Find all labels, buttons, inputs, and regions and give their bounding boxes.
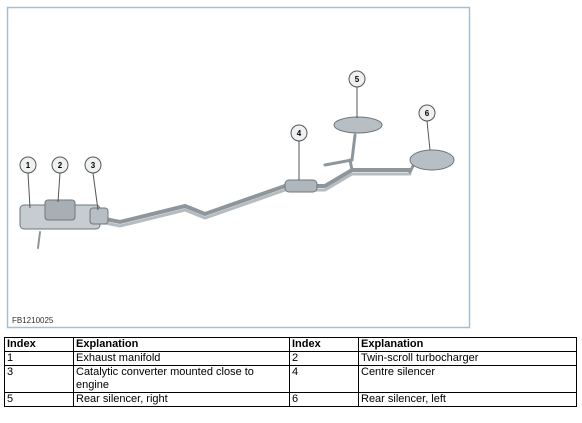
index-cell: 4 — [289, 365, 359, 393]
exhaust-drawing — [37, 133, 417, 249]
header-cell: Index — [289, 337, 359, 352]
table-body: 1 Exhaust manifold 2 Twin-scroll turbocharg… — [4, 351, 577, 407]
callout-circle — [348, 70, 366, 88]
callout-circle — [84, 156, 102, 174]
callout-number: 6 — [425, 109, 430, 118]
callout-number: 1 — [26, 161, 31, 170]
table-row: 1 Exhaust manifold 2 Twin-scroll turbocharg… — [4, 351, 577, 366]
callout-number: 4 — [297, 129, 302, 138]
header-cell: Explanation — [358, 337, 577, 352]
leader-lines — [27, 87, 431, 211]
index-cell: 1 — [4, 351, 74, 366]
callout-number: 2 — [58, 161, 63, 170]
parts — [19, 116, 455, 230]
explanation-cell: Rear silencer, left — [358, 392, 577, 407]
explanation-cell: Catalytic converter mounted close to eng… — [73, 365, 290, 393]
index-cell: 3 — [4, 365, 74, 393]
figure-frame — [6, 6, 471, 329]
callout-circle — [290, 124, 308, 142]
index-cell: 6 — [289, 392, 359, 407]
figure: 1 2 3 4 5 6 FB1210025 — [6, 6, 471, 329]
index-cell: 5 — [4, 392, 74, 407]
callout-circle — [418, 104, 436, 122]
explanation-cell: Centre silencer — [358, 365, 577, 393]
callout-number: 3 — [91, 161, 96, 170]
index-cell: 2 — [289, 351, 359, 366]
legend-table: Index Explanation Index Explanation 1 Exhaus… — [4, 337, 577, 407]
callout-circle — [51, 156, 69, 174]
callout-number: 5 — [355, 75, 360, 84]
explanation-cell: Exhaust manifold — [73, 351, 290, 366]
callouts: 1 2 3 4 5 6 — [19, 70, 436, 174]
explanation-cell: Rear silencer, right — [73, 392, 290, 407]
figure-code: FB1210025 — [12, 316, 54, 325]
explanation-cell: Twin-scroll turbocharger — [358, 351, 577, 366]
table-row: 3 Catalytic converter mounted close to en… — [4, 365, 577, 393]
table-header: Index Explanation Index Explanation — [4, 337, 577, 352]
header-cell: Explanation — [73, 337, 290, 352]
header-cell: Index — [4, 337, 74, 352]
callout-circle — [19, 156, 37, 174]
table-row: 5 Rear silencer, right 6 Rear silencer, lef… — [4, 392, 577, 407]
